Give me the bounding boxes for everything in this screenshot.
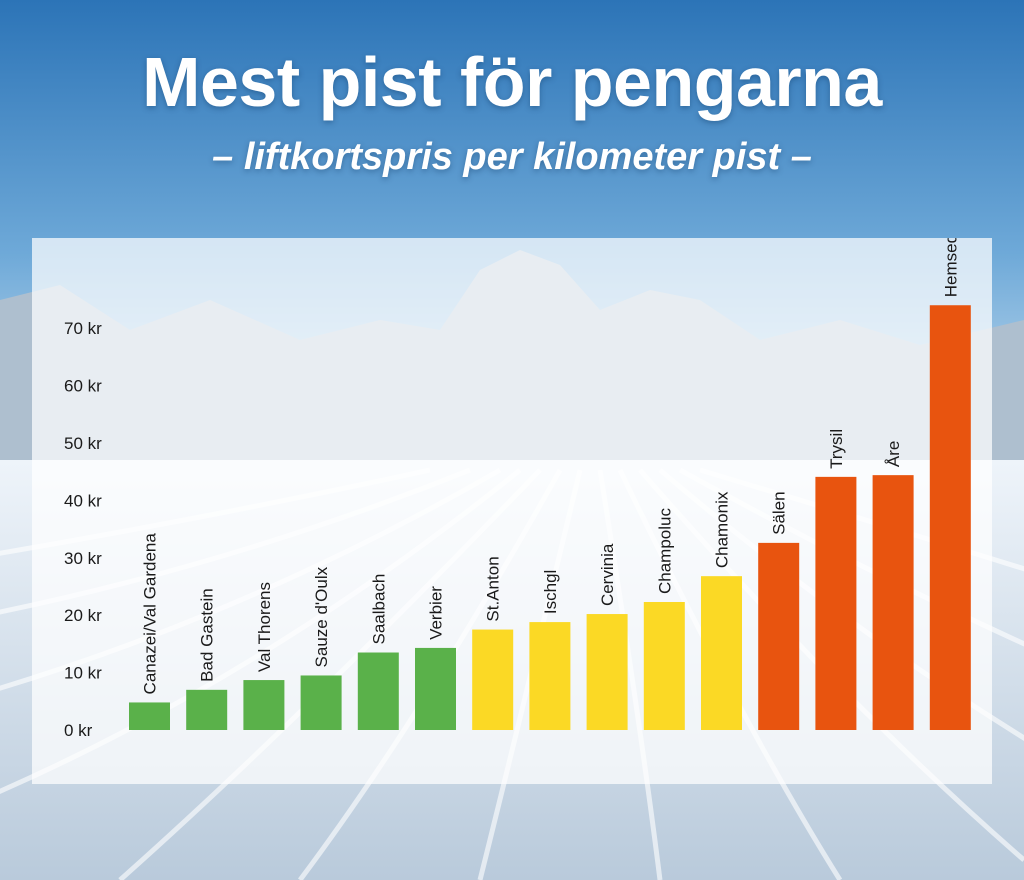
bar-label: Chamonix: [713, 491, 732, 568]
y-axis: 0 kr 10 kr 20 kr 30 kr 40 kr 50 kr 60 kr 70 kr: [64, 319, 102, 740]
bar-label: Champoluc: [655, 508, 674, 594]
bar-labels: Canazei/Val Gardena Bad Gastein Val Thoren…: [141, 238, 961, 694]
bar-label: Val Thorens: [255, 582, 274, 672]
y-tick-label: 50 kr: [64, 434, 102, 453]
bar: [643, 601, 685, 730]
y-tick-label: 30 kr: [64, 549, 102, 568]
page-subtitle: – liftkortspris per kilometer pist –: [212, 136, 812, 178]
bar: [129, 702, 170, 730]
bar: [357, 652, 399, 730]
y-tick-label: 60 kr: [64, 377, 102, 396]
bar-label: Verbier: [427, 586, 446, 640]
bar-label: Bad Gastein: [198, 588, 217, 682]
bar: [758, 542, 800, 730]
bar-label: Åre: [884, 441, 903, 467]
y-tick-label: 40 kr: [64, 491, 102, 510]
page-title: Mest pist för pengarna: [142, 43, 882, 121]
bar-label: Sälen: [770, 491, 789, 534]
bar: [243, 680, 285, 730]
bar: [929, 305, 971, 730]
bar: [529, 622, 571, 730]
bar: [701, 576, 742, 730]
y-tick-label: 10 kr: [64, 664, 102, 683]
bar: [472, 629, 514, 730]
bar-label: Ischgl: [541, 570, 560, 614]
bar: [586, 614, 628, 730]
bar: [415, 647, 456, 730]
bar: [300, 675, 342, 730]
bars: [129, 305, 971, 730]
bar-label: Trysil: [827, 429, 846, 469]
bar-label: Hemsedal: [941, 238, 960, 297]
bar: [872, 475, 914, 730]
y-tick-label: 70 kr: [64, 319, 102, 338]
bar-label: Canazei/Val Gardena: [141, 533, 160, 695]
bar-label: St.Anton: [484, 556, 503, 621]
bar-label: Sauze d'Oulx: [312, 566, 331, 667]
y-tick-label: 20 kr: [64, 606, 102, 625]
bar-label: Saalbach: [369, 574, 388, 645]
y-tick-label: 0 kr: [64, 721, 93, 740]
bar: [815, 476, 857, 730]
bar: [186, 689, 228, 730]
bar-label: Cervinia: [598, 543, 617, 606]
